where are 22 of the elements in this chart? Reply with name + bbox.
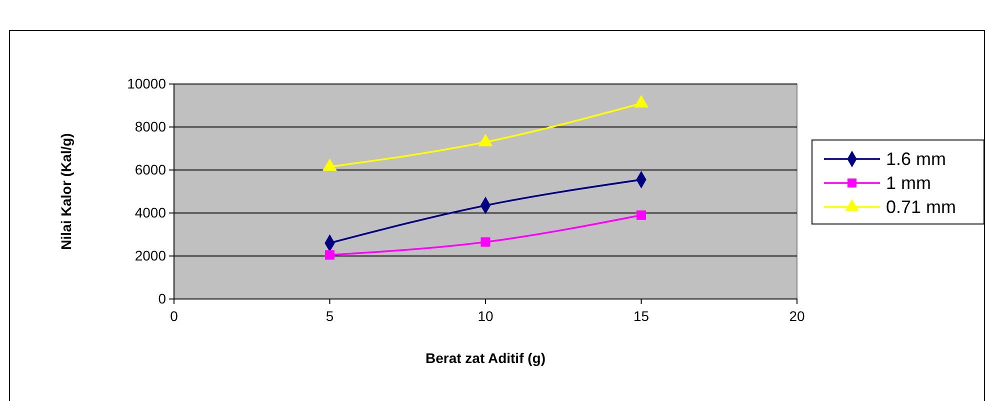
x-tick-label: 20 [789, 308, 805, 324]
x-tick-label: 10 [478, 308, 494, 324]
y-tick-label: 0 [158, 290, 166, 306]
x-tick-label: 5 [326, 308, 334, 324]
point [322, 158, 337, 171]
y-tick-label: 10000 [127, 75, 166, 92]
x-tick-label: 15 [633, 308, 650, 324]
point [636, 210, 646, 220]
y-tick-label: 2000 [134, 247, 166, 264]
y-tick-label: 8000 [134, 118, 166, 134]
point [480, 237, 490, 247]
legend-label: 1 mm [886, 173, 931, 193]
y-tick-label: 4000 [134, 204, 166, 220]
y-axis-title: Nilai Kalor (Kal/g) [58, 133, 74, 250]
point [478, 134, 493, 146]
y-tick-label: 6000 [134, 161, 166, 178]
legend-label: 1.6 mm [886, 149, 946, 169]
x-axis-title: Berat zat Aditif (g) [425, 350, 546, 366]
point [634, 95, 648, 108]
legend-label: 0.71 mm [886, 197, 956, 217]
x-tick-label: 0 [170, 308, 178, 324]
point [325, 250, 334, 260]
